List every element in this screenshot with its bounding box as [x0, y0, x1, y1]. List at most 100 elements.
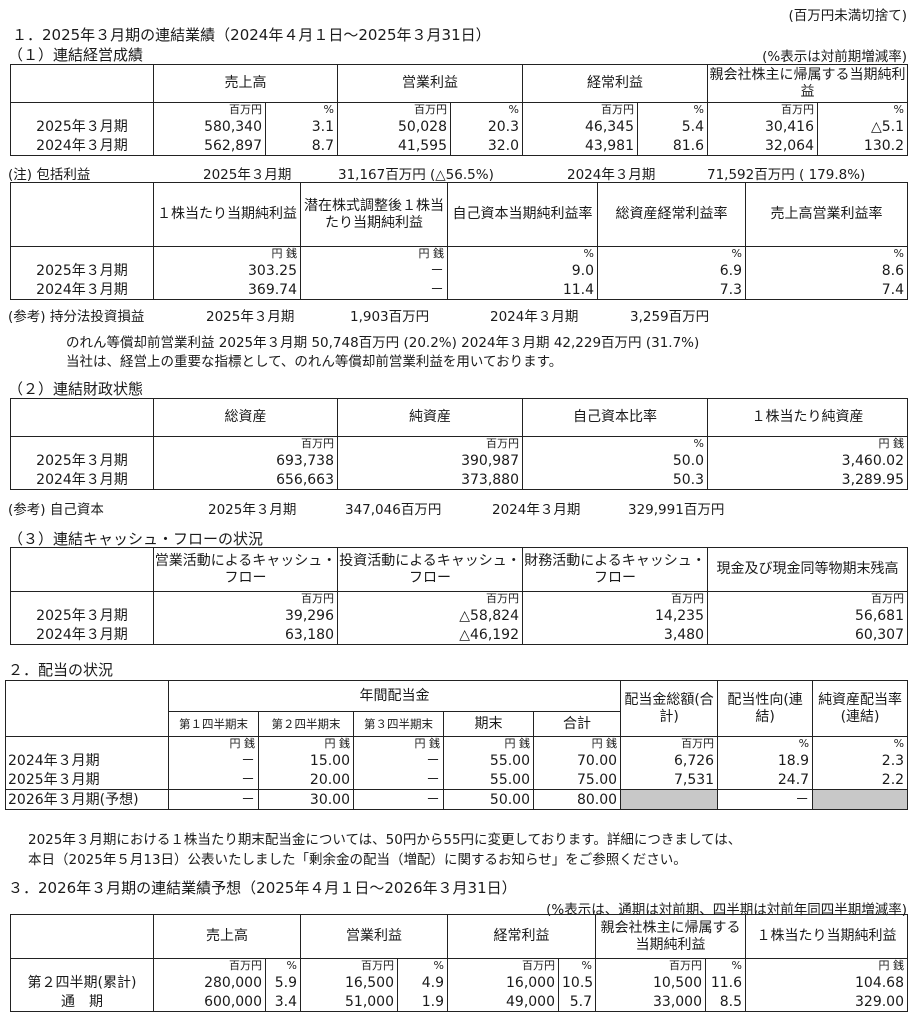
value-cell: 46,345 — [522, 117, 638, 136]
value-cell — [620, 789, 719, 810]
header-blank — [5, 680, 169, 737]
value-cell: 30.00 — [258, 789, 354, 810]
value-cell: 8.6 — [745, 261, 908, 280]
row-label: 第２四半期(累計) — [10, 973, 154, 992]
unit-cell: % — [812, 736, 909, 751]
header-q3: 第３四半期末 — [353, 711, 444, 737]
row-label — [10, 102, 154, 117]
value-cell: 20.00 — [258, 770, 354, 790]
header-operating-cf: 営業活動によるキャッシュ・フロー — [153, 547, 338, 592]
results-title: （１）連結経営成績 — [8, 46, 144, 64]
value-cell: 7,531 — [620, 770, 719, 790]
row-label — [10, 591, 154, 606]
row-label: 2025年３月期 — [10, 606, 154, 625]
table-row: 2024年３月期 369.74 － 11.4 7.3 7.4 — [10, 280, 908, 300]
goodwill-line: のれん等償却前営業利益 2025年３月期 50,748百万円 (20.2%) 2… — [66, 335, 700, 351]
value-cell: 1.9 — [397, 992, 448, 1012]
row-label: 2025年３月期 — [5, 770, 169, 790]
ref-equity-period-2: 2024年３月期 — [490, 309, 579, 325]
value-cell: － — [168, 751, 259, 770]
section-3-title: ３．2026年３月期の連結業績予想（2025年４月１日～2026年３月31日） — [8, 879, 517, 897]
value-cell: 32,064 — [707, 136, 818, 156]
value-cell: 50.3 — [522, 470, 708, 490]
table-row: 2024年３月期 562,897 8.7 41,595 32.0 43,981 81.6 32… — [10, 136, 908, 156]
value-cell: 39,296 — [153, 606, 338, 625]
header-dividend-on-equity: 純資産配当率(連結) — [812, 680, 909, 737]
units-row: 百万円 百万円% 円 銭 — [10, 436, 908, 451]
results-table: 売上高 営業利益 経常利益 親会社株主に帰属する当期純利益 百万円% 百万円% 百万… — [10, 64, 908, 156]
value-cell: 49,000 — [447, 992, 559, 1012]
value-cell: 6.9 — [597, 261, 746, 280]
value-cell — [812, 789, 909, 810]
ref-capital-period-1: 2025年３月期 — [208, 502, 297, 518]
comprehensive-period-1: 2025年３月期 — [203, 167, 292, 183]
unit-cell: % — [717, 736, 814, 751]
header-q1: 第１四半期末 — [168, 711, 259, 737]
value-cell: － — [353, 751, 444, 770]
value-cell: △5.1 — [817, 117, 908, 136]
row-label — [10, 246, 154, 261]
header-cash-balance: 現金及び現金同等物期末残高 — [707, 547, 908, 592]
header-diluted-eps: 潜在株式調整後１株当たり当期純利益 — [300, 182, 448, 247]
value-cell: 130.2 — [817, 136, 908, 156]
value-cell: 656,663 — [153, 470, 338, 490]
ref-capital-label: (参考) 自己資本 — [8, 502, 104, 518]
unit-cell: 百万円 — [447, 958, 559, 973]
results-note: (%表示は対前期増減率) — [762, 49, 907, 65]
unit-cell: % — [745, 246, 908, 261]
value-cell: 75.00 — [532, 770, 622, 790]
value-cell: 16,000 — [447, 973, 559, 992]
value-cell: 9.0 — [447, 261, 598, 280]
value-cell: 104.68 — [745, 973, 908, 992]
comprehensive-label: (注) 包括利益 — [8, 167, 91, 183]
row-label: 通 期 — [10, 992, 154, 1012]
header-annual-dividend: 年間配当金 — [167, 680, 622, 712]
header-blank — [10, 547, 154, 592]
row-label: 2024年３月期 — [10, 625, 154, 645]
value-cell: － — [300, 261, 448, 280]
unit-cell: 百万円 — [337, 591, 523, 606]
unit-cell: % — [265, 958, 301, 973]
unit-cell: % — [450, 102, 523, 117]
value-cell: 81.6 — [637, 136, 708, 156]
value-cell: 3,460.02 — [707, 451, 908, 470]
unit-cell: 百万円 — [337, 102, 451, 117]
value-cell: 390,987 — [337, 451, 523, 470]
row-label: 2025年３月期 — [10, 117, 154, 136]
table-row: 第２四半期(累計) 280,000 5.9 16,500 4.9 16,000 10.5 10… — [10, 973, 908, 992]
table-row: 2024年３月期 63,180 △46,192 3,480 60,307 — [10, 625, 908, 645]
unit-cell: 円 銭 — [258, 736, 354, 751]
value-cell: 303.25 — [153, 261, 301, 280]
header-investing-cf: 投資活動によるキャッシュ・フロー — [337, 547, 523, 592]
units-row: 百万円% 百万円% 百万円% 百万円% — [10, 102, 908, 117]
value-cell: 7.4 — [745, 280, 908, 300]
header-sales: 売上高 — [153, 914, 301, 959]
value-cell: 60,307 — [707, 625, 908, 645]
value-cell: 10.5 — [558, 973, 596, 992]
value-cell: 32.0 — [450, 136, 523, 156]
table-row: 通 期 600,000 3.4 51,000 1.9 49,000 5.7 33,000 8.5… — [10, 992, 908, 1012]
value-cell: 41,595 — [337, 136, 451, 156]
value-cell: 6,726 — [620, 751, 719, 770]
value-cell: 5.4 — [637, 117, 708, 136]
header-operating-profit: 営業利益 — [337, 64, 523, 103]
comprehensive-value-2: 71,592百万円 ( 179.8%) — [707, 167, 866, 183]
unit-cell: 円 銭 — [168, 736, 259, 751]
row-label: 2024年３月期 — [5, 751, 169, 770]
financial-table: 総資産 純資産 自己資本比率 １株当たり純資産 百万円 百万円% 円 銭 2025年３… — [10, 398, 908, 490]
per-share-table: １株当たり当期純利益 潜在株式調整後１株当たり当期純利益 自己資本当期純利益率 … — [10, 182, 908, 300]
value-cell: 15.00 — [258, 751, 354, 770]
header-total: 合計 — [532, 711, 622, 737]
header-roa: 総資産経常利益率 — [597, 182, 746, 247]
units-row: 百万円 百万円 百万円 百万円 — [10, 591, 908, 606]
header-financing-cf: 財務活動によるキャッシュ・フロー — [522, 547, 708, 592]
value-cell: 693,738 — [153, 451, 338, 470]
value-cell: 63,180 — [153, 625, 338, 645]
header-net-income: 親会社株主に帰属する当期純利益 — [707, 64, 908, 103]
unit-cell: % — [397, 958, 448, 973]
dividend-table: 年間配当金 配当金総額(合計) 配当性向(連結) 純資産配当率(連結) 第１四半… — [5, 680, 909, 810]
unit-cell: 百万円 — [620, 736, 719, 751]
row-label: 2024年３月期 — [10, 470, 154, 490]
unit-cell: 円 銭 — [153, 246, 301, 261]
value-cell: 3,480 — [522, 625, 708, 645]
